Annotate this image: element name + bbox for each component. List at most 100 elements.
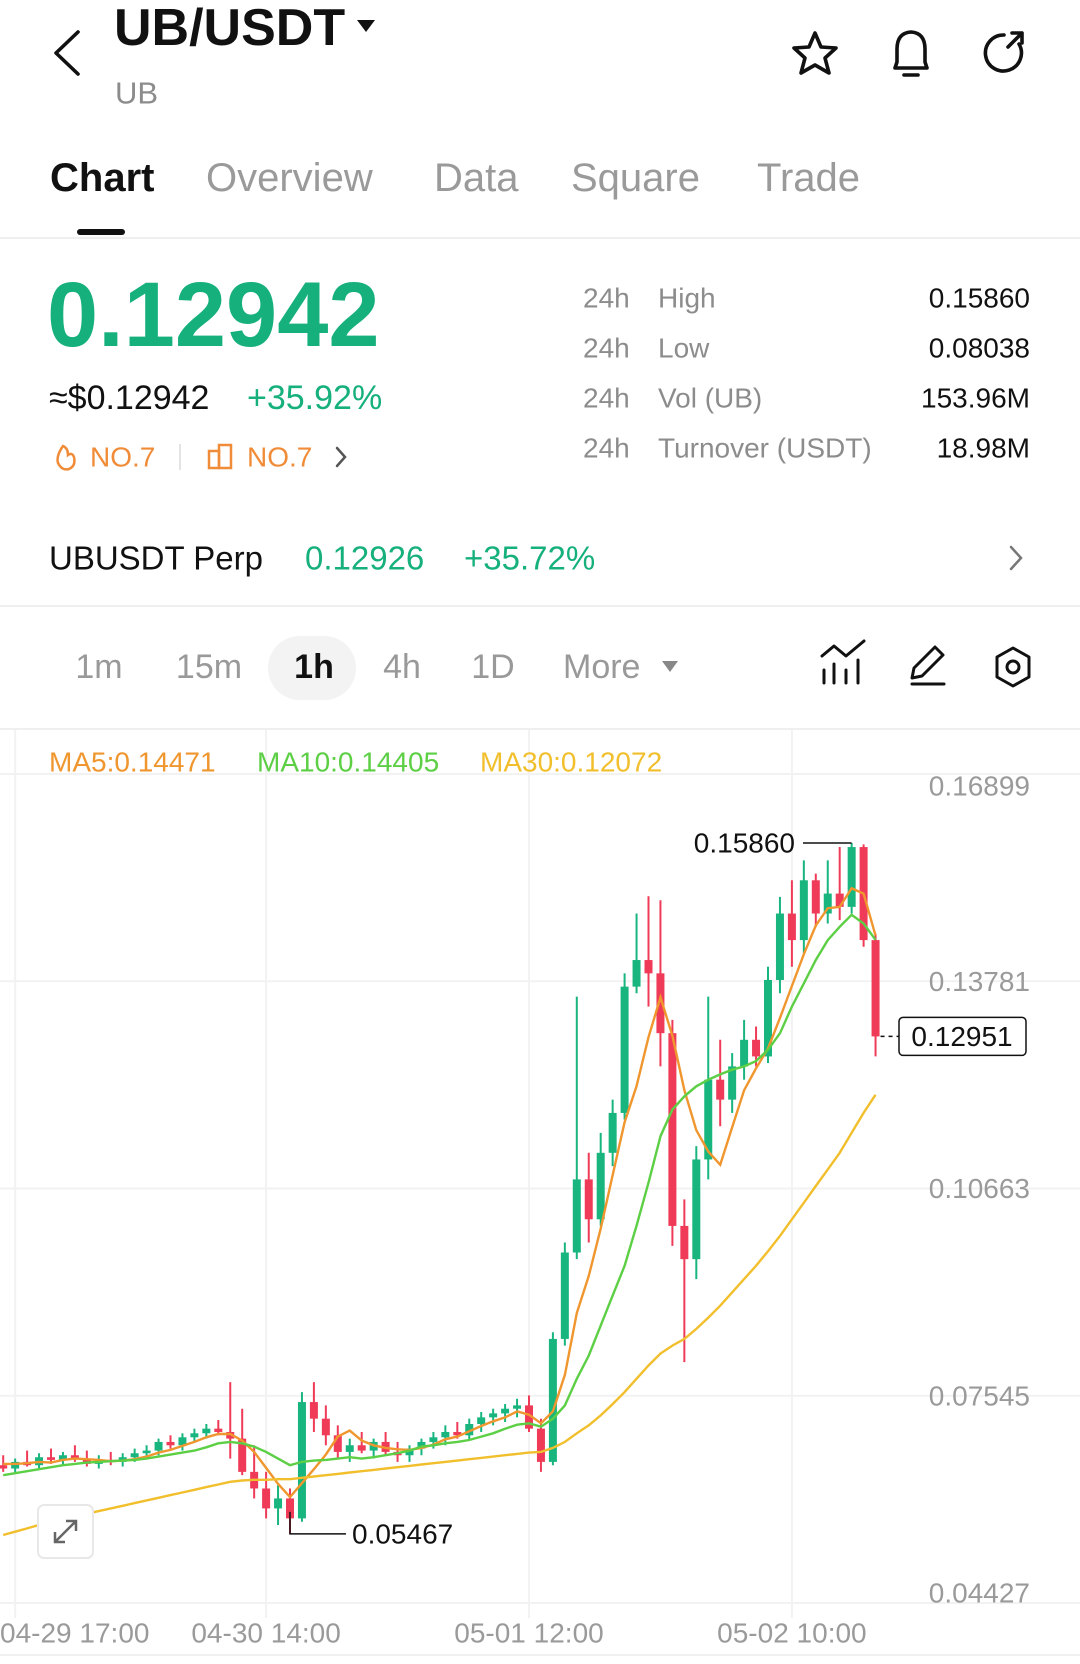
candle-body [286,1498,294,1519]
more-dropdown[interactable] [662,661,678,672]
chevron[interactable] [1009,545,1023,571]
active-tab-indicator [77,229,125,235]
candle-body [453,1431,462,1436]
stat-period: 24h [583,333,630,364]
interval[interactable]: 1D [471,648,514,686]
tab[interactable]: Overview [206,156,373,200]
stat-period: 24h [583,283,630,314]
candle-body [871,940,880,1037]
low-marker-line [289,1511,346,1535]
candle-body [130,1453,139,1458]
pair-title[interactable]: UB/USDT [114,0,345,57]
usd-price: ≈$0.12942 [49,379,209,417]
candle-body [632,960,641,987]
candle-body [489,1413,498,1418]
perp-name[interactable]: UBUSDT Perp [49,540,263,577]
candle-body [799,880,808,941]
draw-button[interactable] [910,645,946,686]
candle-body [465,1423,474,1436]
candle-body [536,1428,545,1462]
candle-body [704,1079,713,1160]
chevron[interactable] [335,446,347,468]
back-button[interactable] [54,30,80,76]
sector-icon [207,443,233,470]
tab[interactable]: Trade [757,156,860,200]
stat-value: 18.98M [937,433,1030,464]
ma-line [2,1094,877,1537]
candle-body [262,1488,271,1509]
x-tick-label: 04-29 17:00 [0,1618,149,1649]
candle-body [238,1438,247,1472]
candle-body [811,880,820,914]
candle-body [11,1461,20,1469]
stat-label: High [658,283,716,314]
candle-body [692,1159,701,1260]
candlestick-chart: 04-29 17:00 04-30 14:00 05-01 12:00 05-02 1… [0,730,1080,1649]
candle-body [166,1441,175,1446]
candle-body [668,1033,677,1226]
legend-entry: MA5:0.14471 [49,747,216,778]
stat-value: 153.96M [921,383,1030,414]
candle-body [572,1179,581,1253]
stat-label: Vol (UB) [658,383,762,414]
sector-rank[interactable]: NO.7 [247,442,312,473]
fullscreen-button[interactable] [37,1504,94,1559]
candle-body [214,1428,223,1432]
candle-body [309,1402,318,1419]
high-marker-label: 0.15860 [694,828,795,859]
candle-body [345,1445,354,1452]
hot-rank[interactable]: NO.7 [90,442,155,473]
y-tick-label: 0.13781 [929,966,1030,997]
low-marker-label: 0.05467 [352,1518,453,1549]
candle-body [142,1450,151,1454]
stats-panel: 24h High 0.15860 24h Low 0.08038 24h Vol (UB) 15… [583,283,1030,464]
interval[interactable]: More [563,648,640,686]
candle-body [58,1455,67,1460]
candle-body [82,1458,91,1464]
candle-body [764,979,772,1057]
y-tick-label: 0.16899 [929,771,1030,802]
stat-period: 24h [583,383,630,414]
candle-body [429,1437,438,1442]
candle-body [847,847,856,907]
candle-body [513,1405,522,1409]
interval[interactable]: 15m [176,648,242,686]
perp-change: +35.72% [464,540,595,577]
candle-body [656,973,665,1034]
stat-label: Turnover (USDT) [658,433,872,464]
pair-dropdown[interactable] [357,20,375,32]
pair-subtitle: UB [115,76,158,111]
stat-value: 0.08038 [929,333,1030,364]
candle-body [560,1252,569,1339]
alert-button[interactable] [893,30,929,77]
candle-body [70,1455,79,1459]
interval[interactable]: 4h [383,648,421,686]
tab[interactable]: Data [434,156,519,200]
candle-body [333,1435,342,1452]
stat-value: 0.15860 [929,283,1030,314]
x-tick-label: 04-30 14:00 [191,1618,340,1649]
share-button[interactable] [983,31,1024,73]
last-price-label: 0.12951 [911,1021,1012,1052]
candle-body [728,1066,737,1100]
ma-line [3,913,877,1477]
candle-body [525,1405,533,1429]
indicator-button[interactable] [820,639,866,685]
candle-body [321,1418,330,1436]
candle-body [417,1441,426,1449]
interval[interactable]: 1m [75,648,122,686]
candle-body [787,913,796,941]
tab[interactable]: Chart [50,156,154,200]
candle-body [357,1445,366,1451]
candle-body [178,1437,187,1446]
tab[interactable]: Square [571,156,700,200]
y-tick-label: 0.10663 [929,1173,1030,1204]
favorite-button[interactable] [792,31,838,75]
settings-button[interactable] [995,646,1031,688]
interval[interactable]: 1h [294,648,334,686]
legend-entry: MA30:0.12072 [480,747,662,778]
candle-body [501,1408,510,1414]
price-change: +35.92% [247,379,382,417]
